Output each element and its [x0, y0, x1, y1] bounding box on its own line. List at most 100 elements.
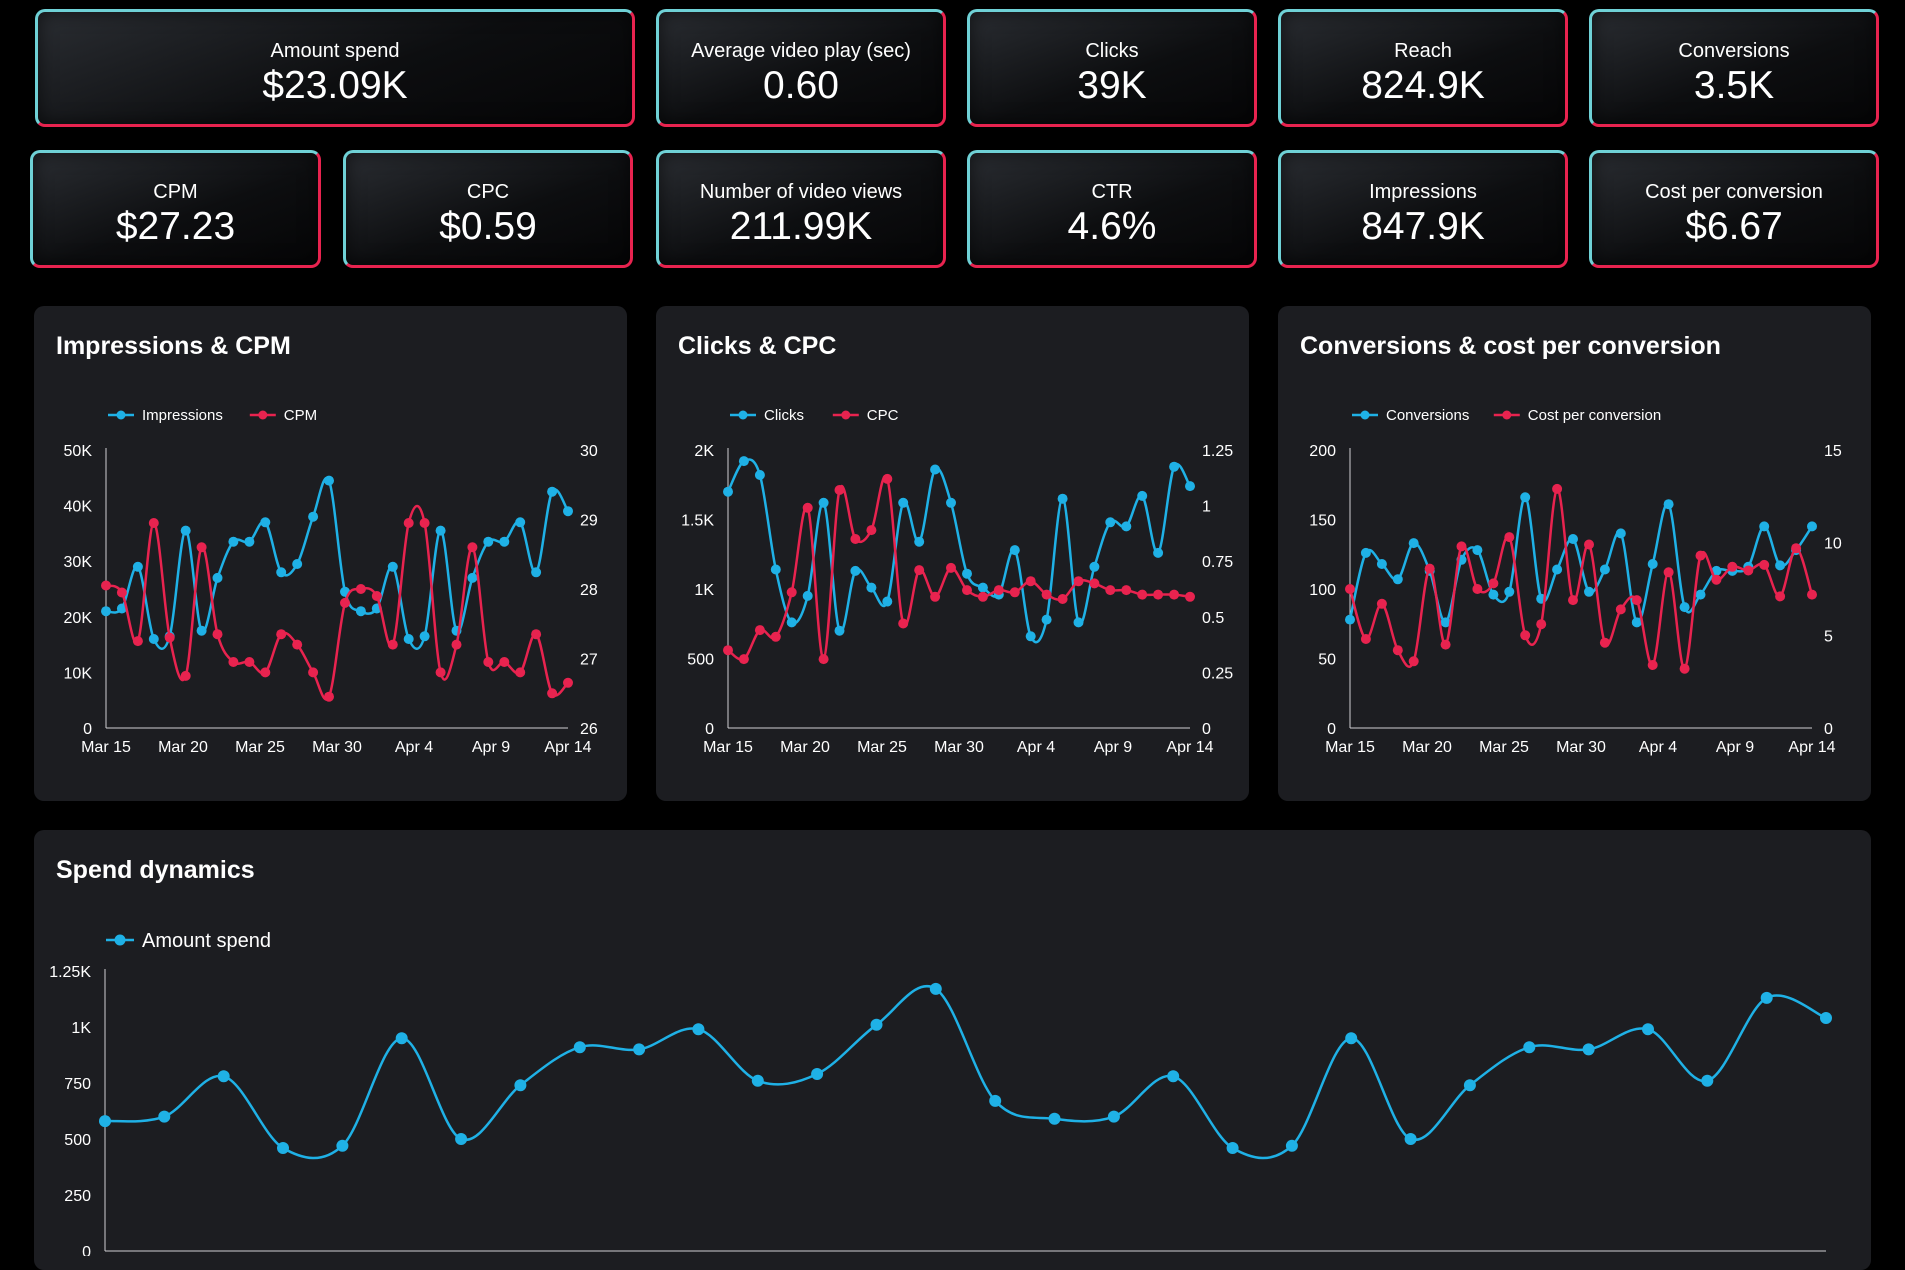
data-point: [196, 625, 207, 636]
data-point: [371, 591, 382, 601]
kpi-label: Impressions: [1369, 181, 1477, 203]
data-point: [1025, 576, 1036, 587]
y-right-tick-label: 0.75: [1202, 554, 1233, 571]
data-point: [1009, 545, 1020, 556]
data-point: [1631, 595, 1642, 606]
chart-title: Clicks & CPC: [678, 332, 837, 360]
x-tick-label: Apr 4: [1017, 739, 1055, 756]
data-point: [738, 456, 749, 467]
data-point: [1169, 461, 1180, 472]
data-point: [1711, 574, 1722, 585]
data-point: [1584, 539, 1594, 550]
kpi-label: CPC: [466, 181, 510, 203]
data-point: [116, 603, 127, 614]
legend-swatch-dot: [841, 410, 851, 420]
data-point: [1472, 545, 1483, 556]
y-left-tick-label: 100: [1309, 582, 1336, 599]
data-point: [1105, 517, 1116, 528]
data-point: [1107, 1110, 1120, 1123]
data-point: [1642, 1023, 1654, 1036]
legend-label: Impressions: [142, 407, 223, 424]
kpi-label: Cost per conversion: [1645, 181, 1823, 203]
data-point: [1584, 586, 1594, 597]
data-point: [1089, 578, 1100, 589]
y-right-tick-label: 1: [1202, 499, 1211, 516]
y-left-tick-label: 1.25K: [49, 964, 91, 981]
legend-item: Cost per conversion: [1493, 407, 1661, 424]
data-point: [962, 585, 972, 596]
data-point: [132, 636, 143, 647]
data-point: [1226, 1142, 1239, 1154]
x-tick-label: Apr 4: [1639, 739, 1677, 756]
data-point: [770, 564, 781, 575]
data-point: [563, 506, 573, 517]
data-point: [1456, 541, 1467, 552]
legend-item: CPC: [832, 407, 899, 424]
series-line: [105, 476, 570, 650]
data-point: [834, 625, 845, 636]
y-left-tick-label: 10K: [64, 665, 93, 682]
data-point: [324, 691, 334, 702]
data-point: [1701, 1074, 1714, 1087]
data-point: [212, 629, 223, 640]
data-point: [1345, 614, 1355, 625]
data-point: [419, 631, 430, 642]
data-point: [1631, 617, 1642, 628]
data-point: [1504, 586, 1515, 597]
kpi-value: $23.09K: [262, 64, 408, 107]
data-point: [1392, 645, 1403, 656]
y-left-tick-label: 0: [705, 721, 714, 738]
data-point: [196, 542, 207, 553]
y-right-tick-label: 29: [580, 513, 598, 530]
data-point: [499, 657, 510, 667]
y-right-tick-label: 26: [580, 721, 598, 738]
y-right-tick-label: 28: [580, 582, 598, 599]
y-right-tick-label: 10: [1824, 536, 1842, 553]
x-tick-label: Mar 20: [1402, 739, 1452, 756]
kpi-number-of-video-views: Number of video views 211.99K: [656, 150, 946, 268]
series-line: [1348, 496, 1814, 624]
kpi-value: 0.60: [763, 64, 839, 107]
x-tick-label: Mar 15: [81, 739, 131, 756]
data-point: [866, 582, 877, 593]
data-point: [547, 486, 558, 497]
y-left-tick-label: 200: [1309, 443, 1336, 460]
data-point: [1775, 560, 1786, 571]
data-point: [455, 1133, 468, 1145]
data-point: [1568, 595, 1578, 606]
legend-swatch-dot: [116, 410, 126, 420]
data-point: [786, 617, 797, 628]
y-left-tick-label: 1.5K: [681, 513, 714, 530]
y-right-tick-label: 0: [1824, 721, 1833, 738]
y-left-tick-label: 150: [1309, 513, 1336, 530]
data-point: [770, 631, 781, 642]
data-point: [802, 502, 813, 513]
y-left-tick-label: 750: [64, 1076, 91, 1093]
data-point: [1073, 576, 1084, 587]
data-point: [467, 572, 478, 583]
data-point: [515, 667, 526, 678]
y-left-tick-label: 1K: [71, 1020, 91, 1037]
data-point: [260, 667, 271, 678]
data-point: [1408, 656, 1419, 667]
spend-dynamics-chart: Amount spend 0 250 500 750 1K 1.25K: [49, 930, 1832, 1256]
data-point: [1376, 598, 1387, 609]
data-point: [276, 567, 287, 578]
x-tick-label: Apr 9: [1716, 739, 1754, 756]
data-point: [1408, 538, 1419, 549]
data-point: [1743, 565, 1754, 576]
data-point: [914, 565, 925, 576]
kpi-value: $27.23: [115, 205, 236, 248]
x-tick-label: Mar 15: [703, 739, 753, 756]
data-point: [1137, 589, 1148, 600]
data-point: [1345, 584, 1355, 594]
data-point: [802, 590, 813, 601]
data-point: [751, 1074, 764, 1087]
data-point: [276, 629, 287, 640]
data-point: [403, 634, 414, 644]
clicks-cpc-chart: Clicks CPC 0 500 1K 1.5K 2K 0 0.25 0.5 0.75 1 1.25 Ma…: [681, 407, 1233, 756]
data-point: [882, 596, 893, 607]
legend-label: Clicks: [764, 407, 804, 424]
kpi-value: $6.67: [1685, 205, 1783, 248]
data-point: [228, 536, 239, 547]
